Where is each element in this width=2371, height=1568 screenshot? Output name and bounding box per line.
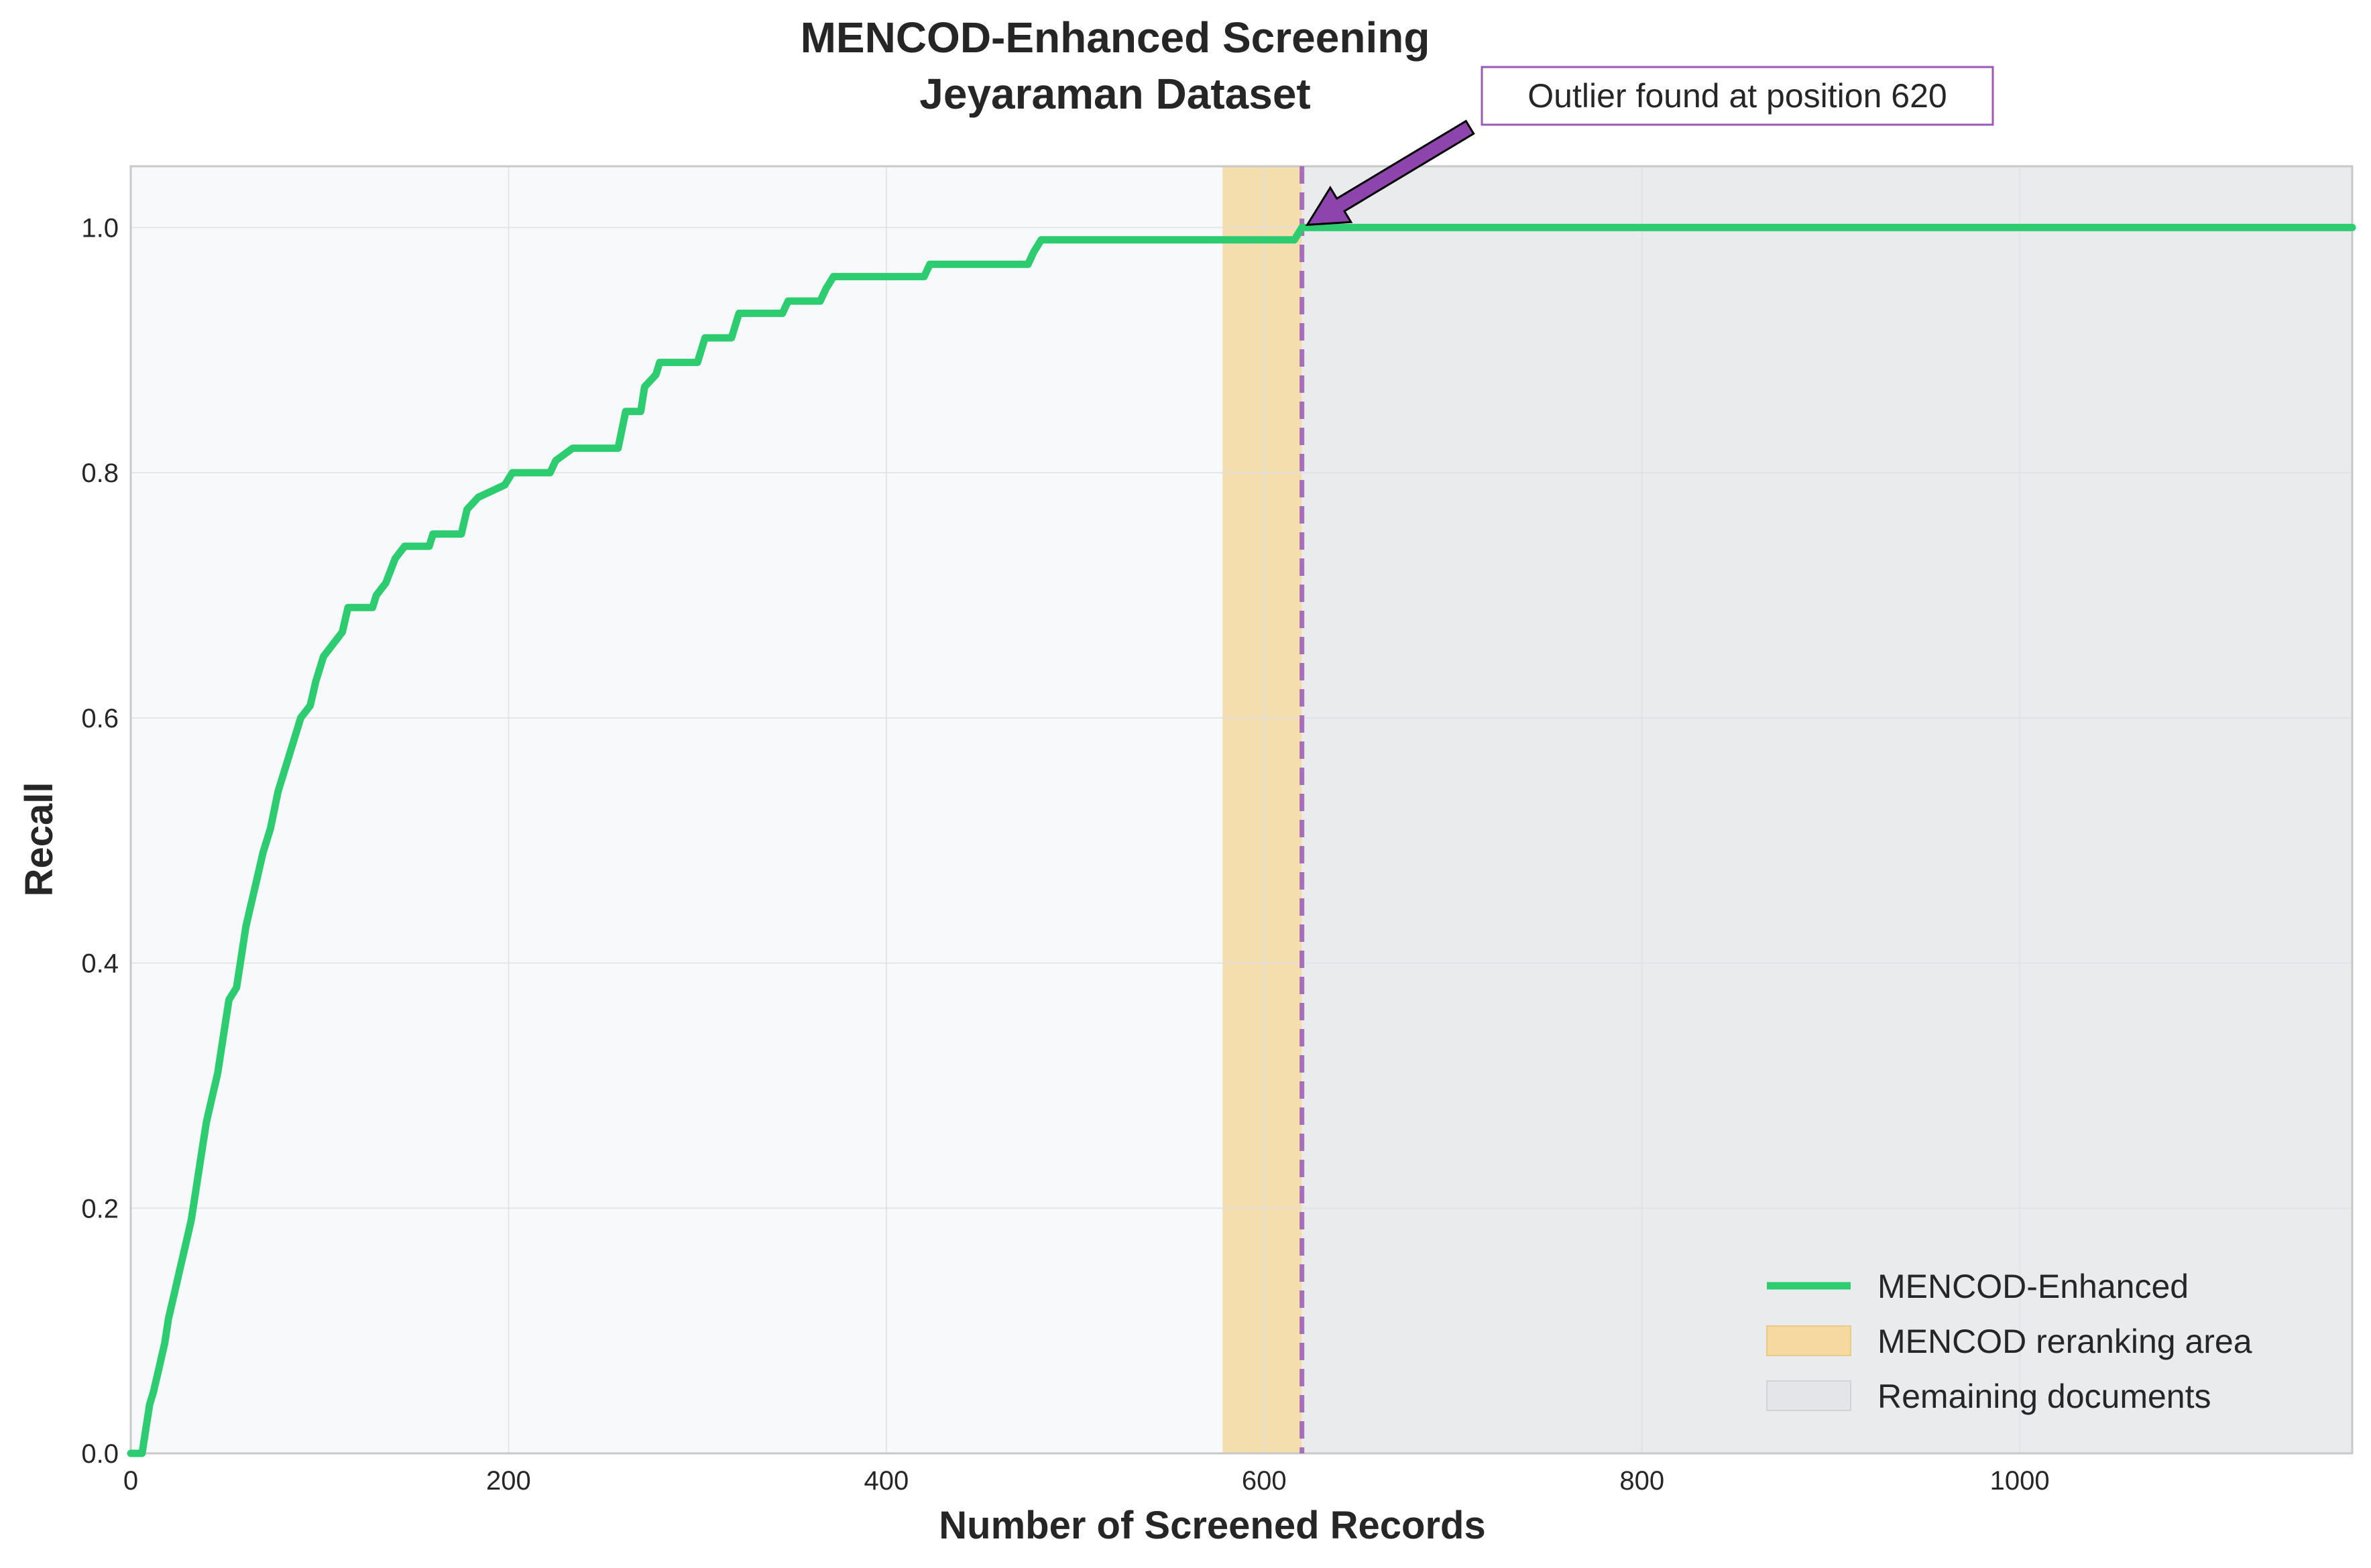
x-tick-label-2: 400: [864, 1466, 909, 1496]
chart-title-line-1: MENCOD-Enhanced Screening: [801, 13, 1430, 62]
x-tick-label-4: 800: [1619, 1466, 1664, 1496]
x-tick-labels: 0 200 400 600 800 1000: [123, 1466, 2050, 1496]
y-tick-label-5: 1.0: [81, 213, 119, 243]
annotation-text: Outlier found at position 620: [1527, 77, 1947, 115]
outlier-annotation: Outlier found at position 620: [1305, 66, 1994, 227]
legend-swatch-remaining-documents: [1766, 1380, 1851, 1411]
y-tick-label-2: 0.4: [81, 949, 119, 979]
legend-swatch-reranking-area: [1766, 1325, 1851, 1356]
shaded-regions: [1222, 166, 2352, 1453]
y-tick-label-4: 0.8: [81, 459, 119, 488]
y-tick-label-3: 0.6: [81, 704, 119, 733]
x-tick-label-3: 600: [1242, 1466, 1287, 1496]
x-tick-label-5: 1000: [1990, 1466, 2050, 1496]
legend: MENCOD-Enhanced MENCOD reranking area Re…: [1766, 1268, 2252, 1415]
y-axis-label: Recall: [17, 782, 61, 897]
y-tick-label-1: 0.2: [81, 1194, 119, 1223]
axis-spines: [129, 165, 2354, 1455]
x-tick-label-0: 0: [123, 1466, 138, 1496]
y-tick-label-0: 0.0: [81, 1439, 119, 1469]
annotation-arrow: [1305, 119, 1475, 227]
x-tick-label-1: 200: [486, 1466, 531, 1496]
series-line-mencod-enhanced: [127, 223, 2356, 1457]
plot-frame: [129, 165, 2354, 1455]
legend-label-remaining-documents: Remaining documents: [1877, 1378, 2211, 1415]
x-axis-label: Number of Screened Records: [939, 1504, 1485, 1547]
legend-label-reranking-area: MENCOD reranking area: [1877, 1323, 2252, 1360]
annotation-box: [1481, 66, 1994, 126]
chart-title-line-2: Jeyaraman Dataset: [919, 70, 1310, 118]
shaded-region-1: [1302, 166, 2352, 1453]
shaded-region-0: [1222, 166, 1302, 1453]
legend-label-mencod-enhanced: MENCOD-Enhanced: [1877, 1268, 2189, 1305]
y-tick-labels: 0.0 0.2 0.4 0.6 0.8 1.0: [81, 213, 119, 1469]
